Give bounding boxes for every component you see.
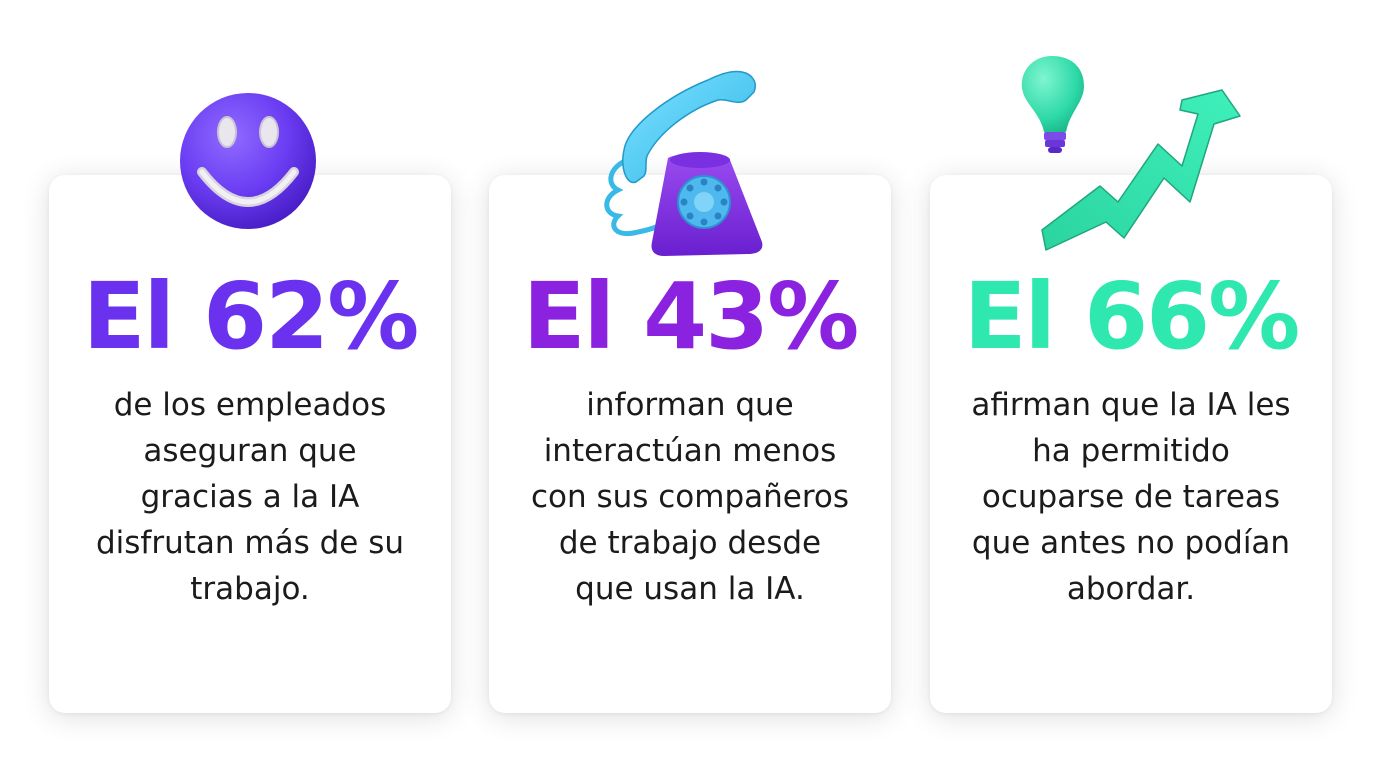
description-line: trabajo. (190, 571, 310, 607)
stat-value: El 66% (963, 263, 1301, 370)
stat-card-62: El 62% de los empleados aseguran que gra… (49, 175, 451, 713)
description-line: de los empleados (113, 387, 387, 423)
description-line: afirman que la IA les (971, 387, 1291, 423)
description-line: interactúan menos (543, 433, 837, 469)
description-line: que usan la IA. (575, 571, 805, 607)
description-line: con sus compañeros (530, 479, 850, 515)
stat-card-66: El 66% afirman que la IA les ha permitid… (930, 175, 1332, 713)
stat-description: informan que interactúan menos con sus c… (509, 382, 871, 612)
stat-card-43: El 43% informan que interactúan menos co… (489, 175, 891, 713)
smiley-face-icon (180, 93, 316, 229)
description-line: ocuparse de tareas (981, 479, 1281, 515)
description-line: abordar. (1066, 571, 1196, 607)
description-line: disfrutan más de su (95, 525, 404, 561)
description-line: gracias a la IA (140, 479, 360, 515)
description-line: ha permitido (1032, 433, 1230, 469)
description-line: aseguran que (143, 433, 357, 469)
description-line: que antes no podían (971, 525, 1291, 561)
description-line: informan que (586, 387, 794, 423)
lightbulb-trend-arrow-icon (1021, 56, 1241, 251)
stat-value: El 43% (522, 263, 860, 370)
stat-description: afirman que la IA les ha permitido ocupa… (950, 382, 1312, 612)
telephone-icon (604, 70, 763, 256)
stat-value: El 62% (82, 263, 420, 370)
description-line: de trabajo desde (558, 525, 822, 561)
stat-description: de los empleados aseguran que gracias a … (69, 382, 431, 612)
